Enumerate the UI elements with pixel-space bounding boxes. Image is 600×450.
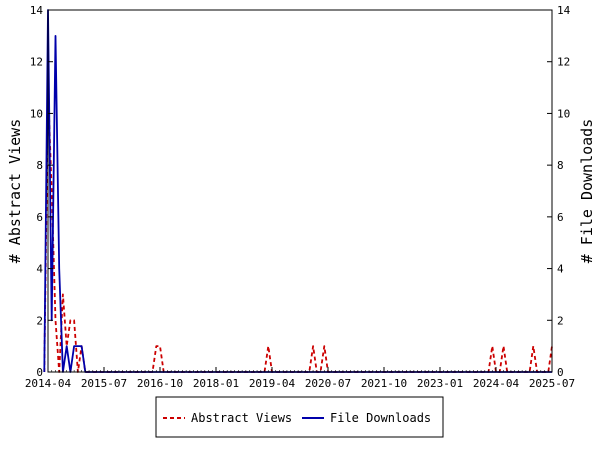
y-tick-label-left: 6 — [36, 211, 43, 224]
x-tick-label: 2020-07 — [305, 377, 351, 390]
y-axis-title-left: # Abstract Views — [6, 119, 24, 264]
y-tick-label-right: 14 — [557, 4, 571, 17]
x-tick-label: 2015-07 — [81, 377, 127, 390]
y-tick-label-left: 0 — [36, 366, 43, 379]
y-tick-label-right: 0 — [557, 366, 564, 379]
axis-layer: 0 0 2 2 4 4 6 6 8 8 10 10 12 12 14 14 2014-04 2015-07 2016… — [25, 4, 575, 390]
y-tick-label-left: 10 — [30, 107, 43, 120]
y-tick-label-right: 12 — [557, 56, 570, 69]
legend: Abstract Views File Downloads — [155, 396, 444, 438]
y-tick-label-left: 2 — [36, 314, 43, 327]
y-tick-label-left: 14 — [30, 4, 44, 17]
legend-label-abstract-views: Abstract Views — [191, 411, 292, 425]
x-tick-label: 2025-07 — [529, 377, 575, 390]
y-tick-label-left: 4 — [36, 263, 43, 276]
x-tick-label: 2018-01 — [193, 377, 239, 390]
y-axis-title-right: # File Downloads — [578, 119, 596, 264]
y-tick-label-right: 6 — [557, 211, 564, 224]
legend-box — [155, 396, 444, 438]
x-tick-label: 2021-10 — [361, 377, 407, 390]
x-tick-label: 2024-04 — [473, 377, 520, 390]
y-tick-label-left: 12 — [30, 56, 43, 69]
y-tick-label-right: 2 — [557, 314, 564, 327]
x-tick-label: 2019-04 — [249, 377, 296, 390]
y-tick-label-left: 8 — [36, 159, 43, 172]
y-tick-label-right: 8 — [557, 159, 564, 172]
x-tick-label: 2016-10 — [137, 377, 183, 390]
y-tick-label-right: 10 — [557, 107, 570, 120]
legend-label-file-downloads: File Downloads — [330, 411, 431, 425]
plot-area — [48, 10, 552, 372]
x-tick-label: 2023-01 — [417, 377, 463, 390]
x-tick-label: 2014-04 — [25, 377, 72, 390]
y-tick-label-right: 4 — [557, 263, 564, 276]
plot-frame — [47, 9, 553, 373]
